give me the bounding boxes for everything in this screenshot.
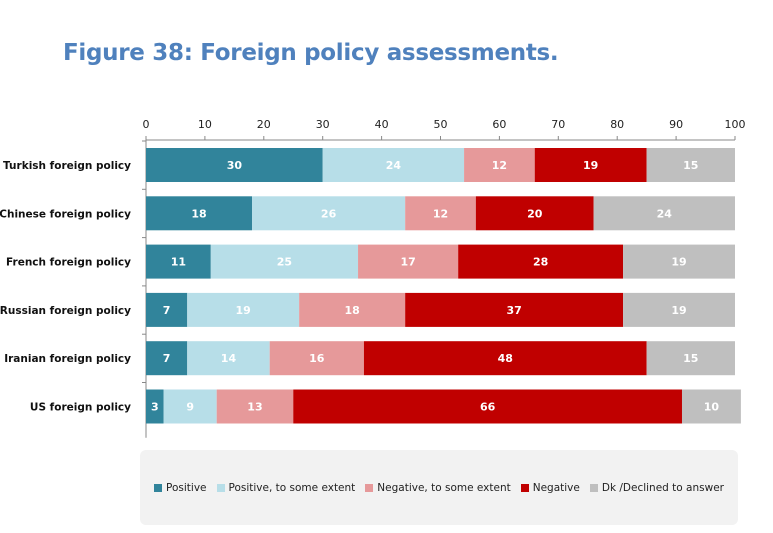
category-label: Iranian foreign policy <box>4 353 131 365</box>
bar-segment <box>646 148 735 182</box>
bar-segment <box>358 244 459 279</box>
legend-swatch <box>589 483 598 492</box>
data-label: 17 <box>400 256 415 269</box>
bar-segment <box>187 292 300 327</box>
data-label: 24 <box>386 159 402 172</box>
bar-segment <box>299 292 406 327</box>
legend-label: Positive, to some extent <box>228 481 356 494</box>
legend-item: Dk /Declined to answer <box>589 481 724 494</box>
bar-segment <box>146 196 253 231</box>
bar-segment <box>146 389 164 424</box>
legend-swatch <box>154 483 163 492</box>
bar-segment <box>146 148 323 182</box>
bar-segment <box>464 148 535 182</box>
data-label: 26 <box>321 207 337 220</box>
data-label: 14 <box>221 352 237 365</box>
data-label: 19 <box>671 304 686 317</box>
x-tick-label: 70 <box>551 118 565 131</box>
data-label: 10 <box>704 401 720 414</box>
bar-segment <box>681 389 741 424</box>
x-tick-label: 90 <box>669 118 683 131</box>
data-label: 28 <box>533 256 548 269</box>
data-label: 19 <box>671 256 686 269</box>
bar-segment <box>623 292 735 327</box>
legend-item: Negative, to some extent <box>365 481 511 494</box>
legend-item: Positive <box>154 481 207 494</box>
bar-segment <box>593 196 735 231</box>
bar-segment <box>252 196 406 231</box>
x-tick-label: 60 <box>492 118 506 131</box>
data-label: 19 <box>236 304 251 317</box>
bar-segment <box>475 196 594 231</box>
x-tick-label: 10 <box>198 118 212 131</box>
bar-segment <box>322 148 465 182</box>
bar-segment <box>534 148 647 182</box>
legend-swatch <box>365 483 374 492</box>
data-label: 16 <box>309 352 325 365</box>
bar-segment <box>623 244 735 279</box>
data-label: 15 <box>683 352 698 365</box>
x-tick-label: 40 <box>375 118 389 131</box>
data-label: 3 <box>151 401 159 414</box>
data-label: 7 <box>163 304 171 317</box>
legend-item: Positive, to some extent <box>216 481 356 494</box>
data-label: 25 <box>277 256 292 269</box>
legend-item: Negative <box>520 481 580 494</box>
category-label: Russian foreign policy <box>0 305 131 317</box>
bar-segment <box>146 292 188 327</box>
bar-segment <box>146 244 211 279</box>
x-tick-label: 50 <box>434 118 448 131</box>
bar-segment <box>293 389 682 424</box>
data-label: 18 <box>191 207 206 220</box>
bar-segment <box>646 341 735 376</box>
chart-title: Figure 38: Foreign policy assessments. <box>63 40 559 66</box>
data-label: 24 <box>657 207 673 220</box>
bar-segment <box>146 341 188 376</box>
bar-segment <box>363 341 647 376</box>
legend: Positive Positive, to some extent Negative… <box>140 450 738 525</box>
bar-segment <box>187 341 270 376</box>
data-label: 37 <box>506 304 521 317</box>
data-label: 9 <box>186 401 194 414</box>
data-label: 12 <box>433 207 448 220</box>
legend-label: Positive <box>166 481 207 494</box>
data-label: 30 <box>227 159 243 172</box>
x-tick-label: 20 <box>257 118 271 131</box>
data-label: 7 <box>163 352 171 365</box>
legend-label: Negative, to some extent <box>377 481 511 494</box>
data-label: 18 <box>344 304 359 317</box>
category-label: French foreign policy <box>6 257 131 269</box>
data-label: 12 <box>492 159 507 172</box>
bar-segment <box>210 244 359 279</box>
legend-label: Dk /Declined to answer <box>601 481 724 494</box>
data-label: 13 <box>247 401 262 414</box>
bar-segment <box>405 292 624 327</box>
bar-segment <box>216 389 294 424</box>
bar-segment <box>405 196 476 231</box>
legend-label: Negative <box>532 481 580 494</box>
data-label: 48 <box>498 352 513 365</box>
data-label: 20 <box>527 207 543 220</box>
category-label: Chinese foreign policy <box>0 208 131 220</box>
data-label: 11 <box>171 256 186 269</box>
data-label: 66 <box>480 401 496 414</box>
category-label: Turkish foreign policy <box>3 160 131 172</box>
data-label: 19 <box>583 159 598 172</box>
legend-swatch <box>520 483 529 492</box>
legend-swatch <box>216 483 225 492</box>
x-tick-label: 30 <box>316 118 330 131</box>
x-tick-label: 100 <box>725 118 746 131</box>
category-label: US foreign policy <box>30 402 131 414</box>
bar-segment <box>163 389 217 424</box>
data-label: 15 <box>683 159 698 172</box>
bar-segment <box>458 244 624 279</box>
stacked-bar-chart: 0 10 20 30 40 50 60 70 80 90 100 Turkish foreign po… <box>0 118 746 438</box>
x-tick-label: 80 <box>610 118 624 131</box>
x-tick-label: 0 <box>143 118 150 131</box>
bar-segment <box>269 341 364 376</box>
